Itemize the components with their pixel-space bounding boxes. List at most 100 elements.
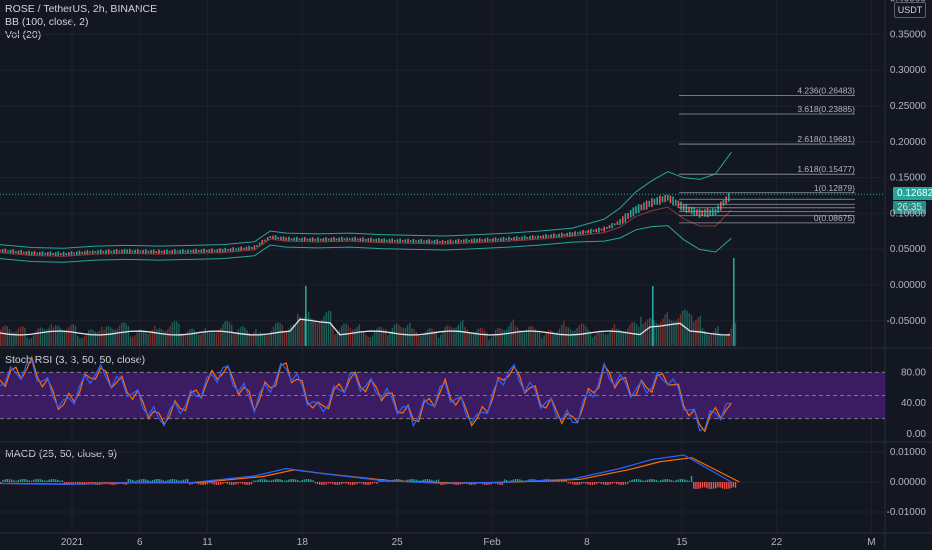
volume-bar [583, 324, 585, 346]
price-candle [460, 240, 462, 243]
price-candle [465, 238, 468, 244]
macd-histogram-bar [649, 479, 651, 482]
volume-bar [173, 320, 176, 346]
price-candle [576, 232, 579, 235]
macd-histogram-bar [226, 482, 228, 484]
price-candle [197, 250, 200, 253]
price-candle [696, 209, 698, 216]
macd-histogram-bar [688, 480, 690, 482]
price-candle [417, 239, 420, 244]
currency-badge[interactable]: USDT [894, 2, 926, 18]
macd-histogram-bar [132, 479, 134, 482]
volume-bar [292, 324, 294, 346]
volume-bar [33, 335, 35, 346]
macd-histogram-bar [728, 482, 730, 489]
price-candle [4, 248, 7, 254]
fib-level-label: 1(0.12879) [814, 183, 855, 193]
price-candle [97, 250, 99, 254]
price-candle [65, 253, 68, 256]
volume-bar [250, 333, 253, 346]
macd-histogram-bar [719, 482, 721, 488]
macd-histogram-bar [209, 482, 211, 484]
volume-bar [642, 323, 644, 346]
price-candle [574, 231, 576, 237]
price-candle [343, 238, 346, 241]
symbol-legend[interactable]: ROSE / TetherUS, 2h, BINANCE BB (100, cl… [5, 3, 157, 42]
volume-bar [314, 321, 316, 346]
macd-histogram-bar [290, 479, 292, 482]
stoch-rsi-label[interactable]: Stoch RSI (3, 3, 50, 50, close) [5, 354, 146, 366]
price-tick-label: 0.35000 [890, 29, 927, 40]
price-candle [500, 237, 502, 242]
macd-histogram-bar [662, 479, 664, 482]
price-candle [611, 223, 613, 229]
volume-bar [638, 326, 640, 346]
volume-bar [336, 332, 338, 346]
price-candle [616, 221, 619, 225]
macd-histogram-bar [343, 482, 345, 484]
volume-bar [587, 329, 589, 346]
bb-indicator-label[interactable]: BB (100, close, 2) [5, 16, 89, 28]
price-candle [722, 200, 725, 207]
fib-level-label: 0(0.08675) [814, 213, 855, 223]
price-tick-label: 0.00000 [890, 280, 927, 291]
volume-bar [277, 322, 279, 346]
volume-bar [448, 325, 451, 346]
macd-histogram-bar [365, 482, 367, 485]
volume-bar [294, 325, 297, 346]
price-candle [44, 252, 46, 255]
price-candle [25, 251, 28, 255]
macd-histogram-bar [611, 482, 613, 484]
price-candle [674, 199, 677, 206]
macd-histogram-bar [61, 480, 63, 482]
macd-histogram-bar [332, 482, 334, 485]
price-candle [322, 238, 325, 242]
volume-bar [664, 314, 666, 346]
volume-bar [668, 319, 671, 346]
price-candle [651, 198, 653, 208]
price-candle [17, 250, 20, 255]
macd-histogram-bar [28, 480, 30, 482]
vol-indicator-label[interactable]: Vol (20) [5, 29, 42, 41]
price-candle [378, 237, 380, 243]
volume-bar [464, 326, 466, 346]
macd-histogram-bar [699, 482, 701, 489]
volume-bar [244, 327, 246, 346]
macd-histogram-bar [316, 482, 319, 485]
macd-histogram-bar [48, 479, 50, 482]
macd-histogram-bar [46, 480, 48, 482]
price-candle [349, 238, 351, 241]
volume-bar [46, 329, 48, 346]
volume-bar [695, 320, 697, 346]
macd-label[interactable]: MACD (25, 50, close, 9) [5, 448, 118, 460]
macd-histogram-bar [693, 482, 695, 489]
price-candle [144, 249, 147, 255]
symbol-title: ROSE / TetherUS, 2h, BINANCE [5, 3, 158, 15]
macd-histogram-bar [281, 479, 283, 482]
volume-bar [429, 328, 431, 346]
volume-bar [261, 332, 264, 346]
macd-histogram-bar [68, 482, 70, 485]
macd-histogram-bar [19, 479, 22, 482]
price-candle [545, 234, 547, 240]
volume-bar [554, 332, 556, 346]
macd-histogram-bar [213, 482, 215, 485]
price-tick-label: 0.05000 [890, 244, 927, 255]
price-candle [595, 228, 598, 233]
volume-bar [94, 331, 96, 346]
macd-histogram-bar [734, 482, 737, 488]
price-candle [603, 226, 605, 232]
price-candle [635, 206, 637, 214]
price-candle [632, 207, 635, 217]
bb-basis-line [0, 206, 732, 257]
price-candle [243, 247, 245, 250]
volume-bar [176, 321, 178, 346]
volume-bar [378, 326, 380, 346]
volume-bar [580, 323, 583, 346]
price-candle [213, 249, 216, 252]
macd-histogram-bar [286, 480, 288, 482]
price-candle [505, 238, 507, 241]
volume-bar [79, 338, 81, 346]
volume-bar [70, 324, 72, 346]
